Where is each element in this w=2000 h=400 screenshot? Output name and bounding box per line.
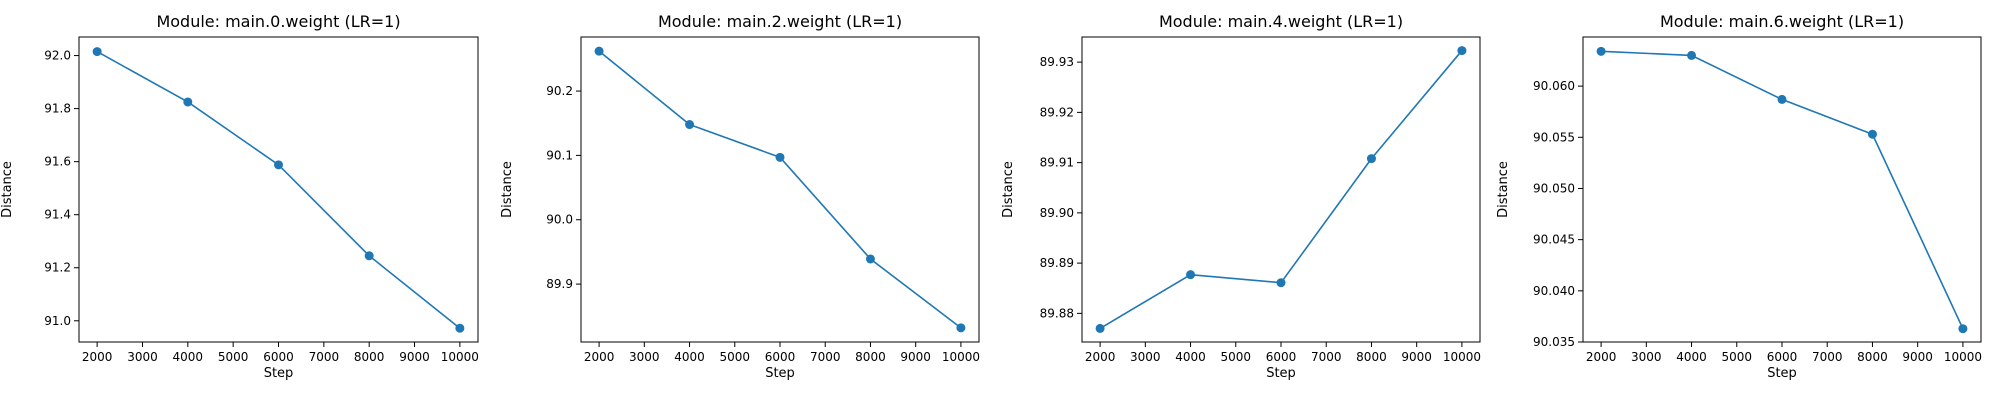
x-tick-label: 9000 [399, 350, 430, 364]
data-point [1366, 154, 1376, 164]
data-point [1276, 278, 1286, 288]
x-tick-label: 3000 [127, 350, 158, 364]
y-tick-label: 89.88 [1040, 306, 1074, 320]
y-tick-label: 90.1 [546, 148, 573, 162]
data-point [455, 323, 465, 333]
x-tick-label: 8000 [1857, 350, 1888, 364]
x-tick-label: 4000 [674, 350, 705, 364]
y-tick-label: 92.0 [44, 49, 71, 63]
y-tick-label: 91.6 [44, 155, 71, 169]
x-tick-label: 10000 [1944, 350, 1982, 364]
x-tick-label: 5000 [1721, 350, 1752, 364]
y-tick-label: 89.93 [1040, 55, 1074, 69]
x-tick-label: 10000 [942, 350, 980, 364]
data-point [1186, 270, 1196, 280]
x-tick-label: 2000 [82, 350, 113, 364]
y-axis-label: Distance [0, 161, 15, 218]
x-tick-label: 4000 [1676, 350, 1707, 364]
chart-title: Module: main.6.weight (LR=1) [1660, 12, 1904, 31]
y-tick-label: 90.060 [1533, 79, 1575, 93]
data-point [1596, 46, 1606, 56]
chart-panel-main-6: Module: main.6.weight (LR=1) Step Distan… [1496, 12, 1982, 381]
x-tick-label: 9000 [1401, 350, 1432, 364]
x-tick-label: 7000 [810, 350, 841, 364]
x-tick-label: 6000 [263, 350, 294, 364]
data-point [594, 46, 604, 56]
y-tick-label: 90.045 [1533, 233, 1575, 247]
x-tick-label: 7000 [1311, 350, 1342, 364]
y-tick-label: 91.8 [44, 102, 71, 116]
y-tick-label: 89.9 [546, 277, 573, 291]
data-point [1457, 46, 1467, 56]
x-tick-label: 2000 [584, 350, 615, 364]
x-tick-label: 8000 [1356, 350, 1387, 364]
chart-panel-main-0: Module: main.0.weight (LR=1) Step Distan… [0, 12, 479, 381]
x-tick-label: 4000 [173, 350, 204, 364]
y-axis-label: Distance [1496, 161, 1511, 218]
x-tick-label: 5000 [218, 350, 249, 364]
data-point [775, 152, 785, 162]
x-axis-label: Step [765, 366, 795, 381]
x-tick-label: 7000 [1812, 350, 1843, 364]
y-tick-label: 90.2 [546, 84, 573, 98]
x-tick-label: 9000 [1902, 350, 1933, 364]
x-axis-label: Step [1767, 366, 1797, 381]
data-point [685, 120, 695, 130]
y-tick-label: 90.050 [1533, 181, 1575, 195]
x-tick-label: 3000 [1130, 350, 1161, 364]
chart-panel-main-2: Module: main.2.weight (LR=1) Step Distan… [500, 12, 980, 381]
x-tick-label: 3000 [1631, 350, 1662, 364]
data-point [1687, 50, 1697, 60]
chart-title: Module: main.0.weight (LR=1) [156, 12, 400, 31]
y-tick-label: 90.040 [1533, 284, 1575, 298]
x-tick-label: 5000 [1220, 350, 1251, 364]
data-point [183, 97, 193, 107]
y-tick-label: 91.4 [44, 208, 71, 222]
chart-title: Module: main.2.weight (LR=1) [658, 12, 902, 31]
x-axis-label: Step [1266, 366, 1296, 381]
data-point [1095, 323, 1105, 333]
data-point [956, 323, 966, 333]
y-tick-label: 89.91 [1040, 156, 1074, 170]
y-axis-label: Distance [500, 161, 515, 218]
data-point [1777, 94, 1787, 104]
x-tick-label: 9000 [900, 350, 931, 364]
y-tick-label: 90.035 [1533, 335, 1575, 349]
x-tick-label: 8000 [354, 350, 385, 364]
x-tick-label: 2000 [1586, 350, 1617, 364]
x-tick-label: 8000 [855, 350, 886, 364]
y-tick-label: 89.90 [1040, 206, 1074, 220]
data-point [92, 47, 102, 57]
data-point [1958, 324, 1968, 334]
y-axis-label: Distance [1001, 161, 1016, 218]
x-tick-label: 7000 [309, 350, 340, 364]
x-tick-label: 4000 [1175, 350, 1206, 364]
y-tick-label: 91.0 [44, 314, 71, 328]
x-tick-label: 10000 [441, 350, 479, 364]
x-axis-label: Step [264, 366, 294, 381]
x-tick-label: 6000 [765, 350, 796, 364]
y-tick-label: 91.2 [44, 261, 71, 275]
data-point [364, 251, 374, 261]
chart-panel-main-4: Module: main.4.weight (LR=1) Step Distan… [1001, 12, 1481, 381]
y-tick-label: 89.92 [1040, 105, 1074, 119]
x-tick-label: 5000 [719, 350, 750, 364]
x-tick-label: 6000 [1266, 350, 1297, 364]
y-tick-label: 89.89 [1040, 256, 1074, 270]
y-tick-label: 90.0 [546, 213, 573, 227]
data-point [274, 160, 283, 170]
data-point [1867, 129, 1877, 139]
y-tick-label: 90.055 [1533, 130, 1575, 144]
x-tick-label: 3000 [629, 350, 660, 364]
x-tick-label: 2000 [1085, 350, 1116, 364]
x-tick-label: 6000 [1767, 350, 1798, 364]
chart-title: Module: main.4.weight (LR=1) [1159, 12, 1403, 31]
data-point [865, 254, 875, 264]
x-tick-label: 10000 [1443, 350, 1481, 364]
